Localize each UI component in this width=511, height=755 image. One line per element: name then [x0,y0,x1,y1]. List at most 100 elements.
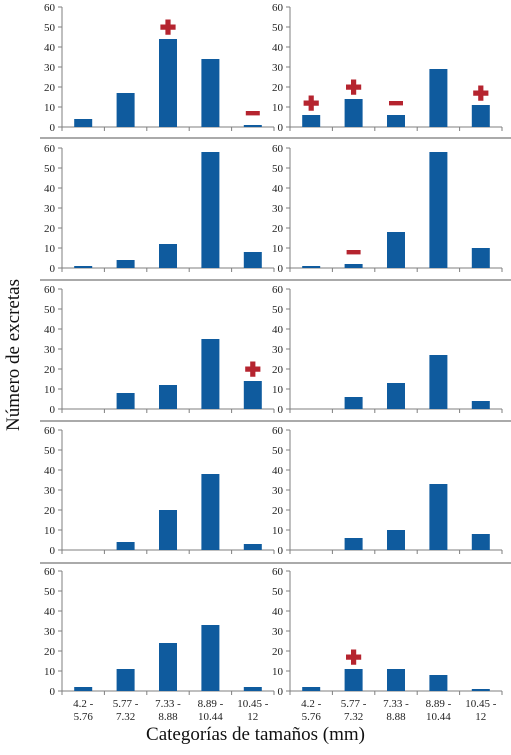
y-tick-label: 50 [44,22,56,34]
y-tick-label: 20 [44,223,56,235]
y-tick-label: 30 [44,626,56,638]
y-tick-label: 20 [44,505,56,517]
y-tick-label: 40 [272,324,284,336]
panel-row2-left: 0 10 20 30 40 50 60 [44,143,275,275]
y-tick-label: 0 [278,686,284,698]
plus-marker-icon [346,79,362,95]
y-tick-label: 60 [44,284,56,296]
panel-row1-right: 0 10 20 30 40 50 60 [272,2,503,134]
bar [243,544,262,550]
bar [243,381,262,409]
panel-row5-left: 0 10 20 30 40 50 60 4.2 -5.76 5.77 -7.32 7.33 -8.… [44,566,275,723]
bar [471,401,490,409]
y-tick-label: 60 [44,425,56,437]
panel-row4-right: 0 10 20 30 40 50 60 [272,425,503,557]
y-tick-label: 0 [278,263,284,275]
bar [429,675,448,691]
x-tick-label: 5.77 -7.32 [113,698,139,723]
x-tick-label: 10.45 -12 [237,698,269,723]
bar [302,687,321,691]
y-tick-label: 10 [272,384,284,396]
y-tick-label: 40 [272,465,284,477]
y-axis-title: Número de excretas [3,279,24,431]
bar [201,152,220,268]
bar [116,542,135,550]
bar [471,105,490,127]
y-tick-label: 10 [44,243,56,255]
y-tick-label: 50 [272,304,284,316]
y-tick-label: 60 [44,566,56,578]
y-tick-label: 60 [272,566,284,578]
y-tick-label: 60 [272,425,284,437]
x-tick-label: 8.89 -10.44 [198,698,224,723]
bar [344,397,363,409]
y-tick-label: 30 [44,62,56,74]
y-tick-label: 30 [272,344,284,356]
y-tick-label: 50 [44,304,56,316]
y-tick-label: 40 [44,324,56,336]
y-tick-label: 40 [44,465,56,477]
x-tick-label: 10.45 -12 [465,698,497,723]
plus-marker-icon [245,361,261,377]
y-tick-label: 40 [44,183,56,195]
bar [243,687,262,691]
y-tick-label: 0 [50,263,56,275]
bar [344,669,363,691]
y-tick-label: 20 [272,223,284,235]
bar [201,625,220,691]
y-tick-label: 10 [272,243,284,255]
bar [116,669,135,691]
y-tick-label: 10 [272,666,284,678]
minus-marker-icon [245,111,260,116]
y-tick-label: 50 [272,22,284,34]
y-tick-label: 0 [278,545,284,557]
y-tick-label: 10 [44,102,56,114]
y-tick-label: 30 [272,203,284,215]
y-tick-label: 20 [44,646,56,658]
bar [344,264,363,268]
plus-marker-icon [303,95,319,111]
bar [344,538,363,550]
y-tick-label: 0 [278,404,284,416]
bar [387,232,405,268]
bar [429,152,448,268]
bar [387,530,405,550]
y-tick-label: 10 [44,525,56,537]
y-tick-label: 10 [272,525,284,537]
y-tick-label: 10 [272,102,284,114]
plus-marker-icon [160,19,176,35]
x-tick-label: 8.89 -10.44 [426,698,452,723]
y-tick-label: 0 [278,122,284,134]
bar [387,669,405,691]
y-tick-label: 20 [272,646,284,658]
y-tick-label: 50 [44,445,56,457]
y-tick-label: 50 [44,163,56,175]
y-tick-label: 30 [272,485,284,497]
bar [74,687,93,691]
bar [201,474,220,550]
y-tick-label: 20 [44,364,56,376]
bar [387,383,405,409]
y-tick-label: 50 [272,163,284,175]
x-tick-label: 4.2 -5.76 [301,698,322,723]
bar [471,689,490,691]
y-tick-label: 30 [272,626,284,638]
bar [159,39,177,127]
bar [159,244,177,268]
y-tick-label: 50 [272,445,284,457]
plus-marker-icon [473,85,489,101]
bar [344,99,363,127]
y-tick-label: 30 [44,344,56,356]
panel-row3-right: 0 10 20 30 40 50 60 [272,284,503,416]
y-tick-label: 60 [272,2,284,14]
bar [74,266,93,268]
bar [159,385,177,409]
plus-marker-icon [346,649,362,665]
panel-row1-left: 0 10 20 30 40 50 60 [44,2,275,134]
y-tick-label: 40 [44,42,56,54]
y-tick-label: 0 [50,686,56,698]
panel-row3-left: 0 10 20 30 40 50 60 [44,284,275,416]
minus-marker-icon [389,101,403,106]
bar [159,510,177,550]
